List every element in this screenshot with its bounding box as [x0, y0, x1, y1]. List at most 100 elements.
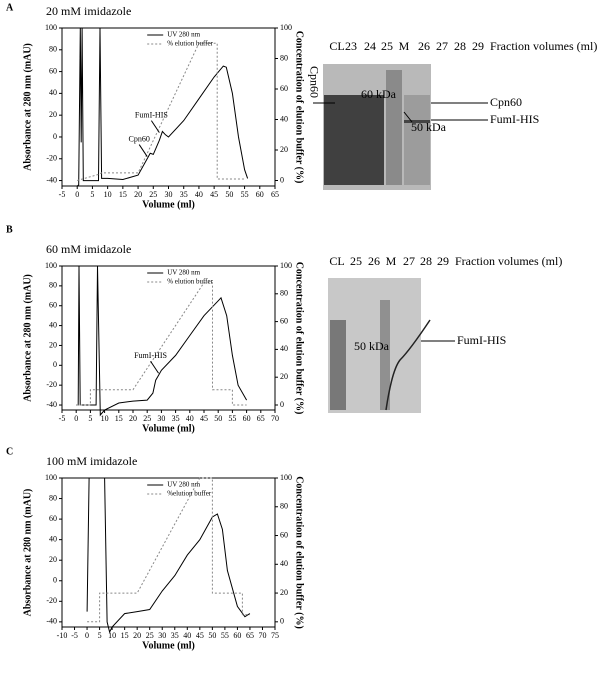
x-tick-label: 5	[88, 414, 92, 423]
x-tick-label: 75	[271, 631, 279, 640]
annotation-arrow	[150, 360, 159, 374]
y-tick-label: 80	[49, 45, 57, 54]
x-tick-label: 10	[108, 631, 116, 640]
x-tick-label: 55	[241, 190, 249, 199]
x-tick-label: 40	[183, 631, 191, 640]
y2-tick-label: 0	[280, 175, 284, 184]
x-tick-label: 30	[157, 414, 165, 423]
x-tick-label: 10	[104, 190, 112, 199]
y2-tick-label: 20	[280, 372, 288, 381]
y-tick-label: -40	[46, 617, 57, 626]
panel-label: C	[6, 446, 13, 457]
lane-label: 29	[437, 254, 449, 268]
marker-label: 50 kDa	[411, 120, 447, 134]
x-tick-label: 70	[271, 414, 279, 423]
x-tick-label: 50	[214, 414, 222, 423]
y-tick-label: -20	[46, 380, 57, 389]
y2-tick-label: 60	[280, 84, 288, 93]
series-line	[86, 477, 251, 634]
y-tick-label: 100	[45, 23, 57, 32]
y-axis-label: Absorbance at 280 nm (mAU)	[22, 274, 33, 402]
y-tick-label: 60	[49, 514, 57, 523]
series-line	[76, 265, 248, 417]
x-tick-label: 40	[195, 190, 203, 199]
x-tick-label: 15	[121, 631, 129, 640]
gel-band	[324, 95, 384, 185]
x-tick-label: 35	[171, 631, 179, 640]
plot-frame	[61, 477, 276, 628]
y2-tick-label: 40	[280, 114, 288, 123]
y-tick-label: 20	[49, 340, 57, 349]
lane-label: M	[386, 254, 397, 268]
chart-title: 20 mM imidazole	[46, 4, 131, 18]
x-tick-label: 20	[134, 190, 142, 199]
annotation-arrow	[138, 144, 148, 157]
y2-axis-label: Concentration of elution buffer (%)	[294, 262, 305, 415]
y-tick-label: -40	[46, 175, 57, 184]
annotation: FumI-HIS	[135, 110, 168, 119]
pointer	[403, 111, 413, 123]
y2-tick-label: 40	[280, 344, 288, 353]
legend-label: UV 280 nm	[167, 31, 200, 39]
annotation: FumI-HIS	[134, 351, 167, 360]
x-tick-label: 60	[256, 190, 264, 199]
x-tick-label: 30	[165, 190, 173, 199]
x-tick-label: 60	[233, 631, 241, 640]
lane-label: 28	[420, 254, 432, 268]
y-tick-label: 80	[49, 493, 57, 502]
plot-frame	[61, 265, 276, 411]
y2-tick-label: 40	[280, 559, 288, 568]
y2-axis-label: Concentration of elution buffer (%)	[294, 31, 305, 184]
y-tick-label: 60	[49, 301, 57, 310]
x-tick-label: 60	[243, 414, 251, 423]
x-tick-label: -10	[57, 631, 68, 640]
x-tick-label: 15	[119, 190, 127, 199]
gel-band	[386, 70, 402, 185]
lane-label: 25	[350, 254, 362, 268]
lane-label: 25	[381, 39, 393, 53]
lane-label: M	[399, 39, 410, 53]
x-tick-label: -5	[71, 631, 78, 640]
lane-label: 28	[454, 39, 466, 53]
x-tick-label: 55	[221, 631, 229, 640]
x-tick-label: 5	[98, 631, 102, 640]
lane-label: 27	[403, 254, 415, 268]
gel-band	[330, 320, 346, 410]
legend-label: % elution buffer	[167, 278, 213, 286]
lane-label: 23	[345, 39, 357, 53]
y-tick-label: 0	[53, 576, 57, 585]
x-tick-label: 25	[149, 190, 157, 199]
band-label: FumI-HIS	[457, 333, 506, 347]
y-tick-label: 100	[45, 473, 57, 482]
series-line	[76, 27, 249, 187]
x-tick-label: 35	[180, 190, 188, 199]
y-tick-label: 100	[45, 261, 57, 270]
x-tick-label: 0	[74, 414, 78, 423]
series-line	[87, 477, 250, 623]
x-tick-label: 25	[146, 631, 154, 640]
x-tick-label: 65	[246, 631, 254, 640]
legend-label: UV 280 nm	[167, 269, 200, 277]
y2-tick-label: 0	[280, 400, 284, 409]
side-label: Cpn60	[307, 66, 321, 98]
y-axis-label: Absorbance at 280 nm (mAU)	[22, 489, 33, 617]
annotation-arrow	[150, 120, 160, 133]
x-tick-label: 35	[172, 414, 180, 423]
x-tick-label: 15	[115, 414, 123, 423]
legend-label: UV 280 nm	[167, 481, 200, 489]
x-tick-label: 50	[208, 631, 216, 640]
lane-label: 24	[364, 39, 376, 53]
x-tick-label: 45	[196, 631, 204, 640]
band-label: FumI-HIS	[490, 112, 539, 126]
x-axis-label: Volume (ml)	[142, 423, 195, 434]
y2-tick-label: 80	[280, 53, 288, 62]
y2-tick-label: 80	[280, 289, 288, 298]
annotation: Cpn60	[129, 134, 150, 143]
x-tick-label: 20	[129, 414, 137, 423]
lane-label: 29	[472, 39, 484, 53]
gel-b: CL 25 26 M 27 28 29 Fraction volumes (ml…	[328, 254, 562, 413]
x-tick-label: 45	[210, 190, 218, 199]
lane-label: 27	[436, 39, 448, 53]
y2-tick-label: 100	[280, 473, 292, 482]
x-tick-label: 65	[257, 414, 265, 423]
